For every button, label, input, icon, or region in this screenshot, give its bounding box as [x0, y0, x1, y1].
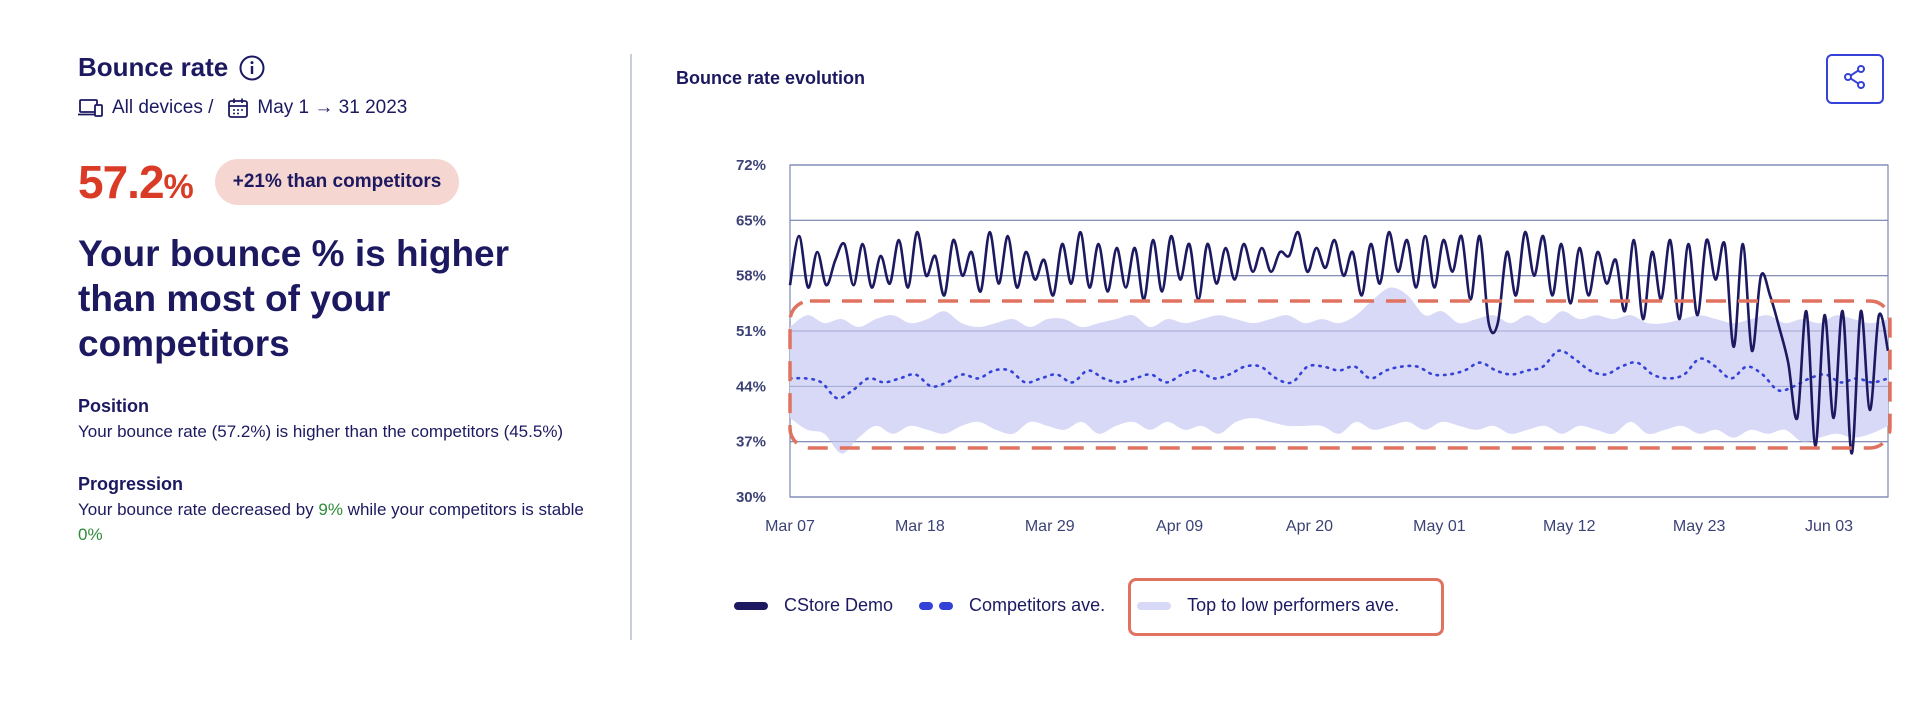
title-row: Bounce rate [78, 52, 598, 83]
legend-swatch-competitors [919, 601, 954, 610]
legend-swatch-performers [1137, 601, 1172, 610]
progression-value-competitors: 0% [78, 525, 103, 544]
y-tick-label: 51% [736, 323, 766, 340]
legend-label-cstore: CStore Demo [784, 595, 894, 615]
progression-text-middle: while your competitors is stable [342, 500, 584, 519]
panel-divider [630, 54, 632, 640]
x-tick-label: Mar 29 [1025, 518, 1075, 535]
calendar-icon [227, 97, 249, 119]
filters-row: All devices / May 1 → 31 2023 [78, 97, 598, 119]
legend-highlight-box [1128, 578, 1444, 636]
legend-label-performers: Top to low performers ave. [1187, 595, 1400, 615]
cstore-demo-series-line [788, 230, 1890, 455]
x-tick-label: May 01 [1413, 518, 1466, 535]
legend-item-cstore[interactable]: CStore Demo [734, 595, 893, 616]
progression-title: Progression [78, 474, 184, 494]
position-section: Position Your bounce rate (57.2%) is hig… [78, 394, 598, 444]
bounce-rate-number: 57.2 [78, 156, 165, 208]
band-highlight-box [788, 299, 1892, 450]
cstore-demo-line [788, 230, 1890, 455]
x-tick-label: Apr 09 [1156, 518, 1203, 535]
x-tick-label: Mar 18 [895, 518, 945, 535]
bounce-rate-value: 57.2% [78, 155, 194, 209]
x-tick-label: May 12 [1543, 518, 1596, 535]
devices-filter[interactable]: All devices / [112, 97, 214, 118]
legend-label-competitors: Competitors ave. [969, 595, 1106, 615]
progression-text-before: Your bounce rate decreased by [78, 500, 319, 519]
share-icon [1842, 64, 1868, 95]
chart-legend: CStore Demo Competitors ave. Top to low … [734, 595, 1425, 616]
legend-item-competitors[interactable]: Competitors ave. [919, 595, 1105, 616]
summary-panel: Bounce rate All devices / [78, 52, 598, 547]
progression-text: Your bounce rate decreased by 9% while y… [78, 497, 598, 547]
bounce-rate-unit: % [163, 168, 194, 206]
y-tick-label: 65% [736, 212, 766, 229]
comparison-badge: +21% than competitors [214, 159, 460, 205]
position-title: Position [78, 396, 149, 416]
chart-title: Bounce rate evolution [676, 68, 866, 88]
x-tick-label: May 23 [1673, 518, 1726, 535]
y-tick-label: 72% [736, 157, 766, 174]
x-tick-label: Jun 03 [1805, 518, 1853, 535]
competitors-average-line [788, 349, 1890, 400]
progression-section: Progression Your bounce rate decreased b… [78, 472, 598, 547]
y-tick-label: 37% [736, 434, 766, 451]
metric-row: 57.2% +21% than competitors [78, 155, 598, 209]
progression-value-own: 9% [318, 500, 343, 519]
legend-item-performers[interactable]: Top to low performers ave. [1137, 595, 1399, 616]
headline: Your bounce % is higher than most of you… [78, 233, 510, 364]
position-text: Your bounce rate (57.2%) is higher than … [78, 422, 564, 441]
share-button[interactable] [1826, 54, 1884, 104]
y-tick-label: 44% [736, 378, 766, 395]
y-tick-label: 58% [736, 268, 766, 285]
performers-band-area [790, 287, 1888, 454]
performers-band [790, 164, 1888, 498]
info-icon[interactable] [238, 54, 266, 82]
page-title: Bounce rate [78, 52, 229, 82]
x-tick-label: Apr 20 [1286, 518, 1333, 535]
date-range[interactable]: May 1 → 31 2023 [257, 97, 408, 118]
axis-ticks: 30% 37% 44% 51% 58% 65% 72% Mar 07 Mar 18 Mar 29 A… [736, 157, 1853, 535]
x-tick-label: Mar 07 [765, 518, 815, 535]
devices-icon [78, 98, 104, 118]
y-tick-label: 30% [736, 489, 766, 506]
competitors-line [788, 349, 1890, 400]
legend-swatch-cstore [734, 601, 768, 610]
